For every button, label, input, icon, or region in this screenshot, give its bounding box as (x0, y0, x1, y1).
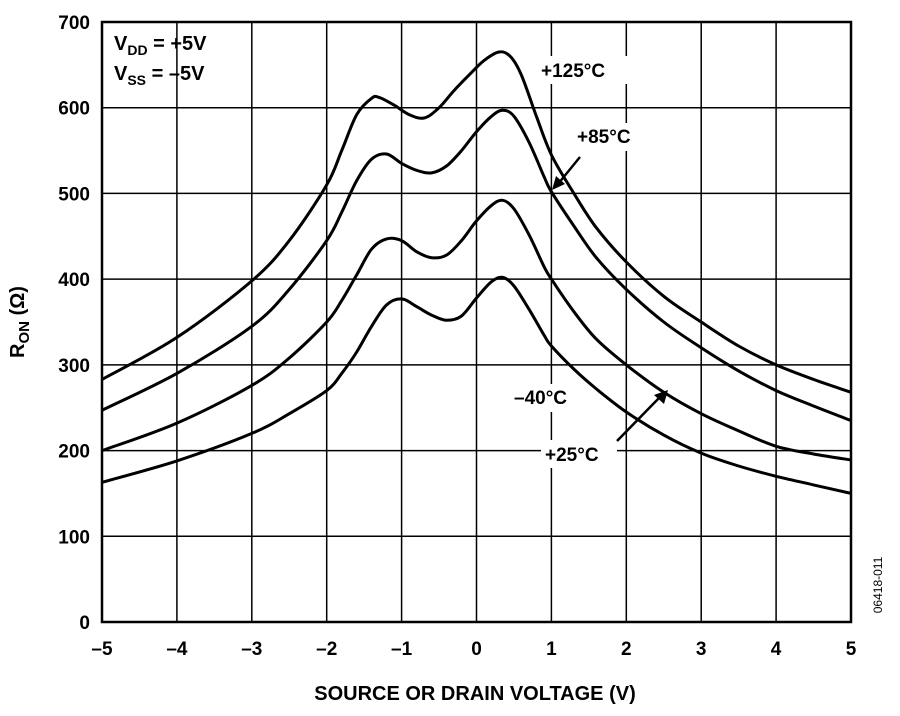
condition-vdd: VDD = +5V (114, 33, 207, 58)
grid (100, 20, 853, 624)
y-tick-label: 0 (79, 613, 90, 634)
y-tick-label: 400 (58, 270, 90, 291)
series-line-1 (101, 108, 852, 422)
y-tick-label: 500 (58, 184, 90, 205)
series-line-0 (101, 50, 852, 394)
x-tick-label: –4 (166, 639, 188, 660)
y-tick-label: 300 (58, 356, 90, 377)
series-line-3 (101, 275, 852, 495)
arrow-85c-line (557, 156, 581, 185)
x-tick-label: 3 (696, 639, 707, 660)
figure-code: 06418-011 (871, 556, 885, 613)
conditions: VDD = +5V VSS = –5V (114, 33, 207, 88)
y-tick-label: 200 (58, 442, 90, 463)
x-tick-label: –2 (316, 639, 337, 660)
x-tick-label: –3 (241, 639, 262, 660)
label-minus40c: –40°C (514, 388, 567, 409)
label-bg-m40 (512, 384, 582, 412)
label-bg-25 (541, 440, 617, 468)
arrow-85c-head (552, 176, 565, 190)
y-axis-title: RON (Ω) (7, 286, 33, 358)
tick-labels: –5 –4 –3 –2 –1 0 1 2 3 4 5 0 100 200 300 400 500 600 700 (58, 13, 856, 660)
condition-vss: VSS = –5V (114, 63, 205, 88)
label-125c: +125°C (541, 61, 605, 82)
x-tick-label: –5 (91, 639, 113, 660)
x-tick-label: 1 (546, 639, 557, 660)
annotations: +125°C +85°C –40°C +25°C (512, 56, 668, 468)
y-tick-label: 100 (58, 527, 90, 548)
x-tick-label: 5 (846, 639, 857, 660)
x-tick-label: 4 (771, 639, 782, 660)
x-tick-label: –1 (391, 639, 413, 660)
y-tick-label: 600 (58, 99, 90, 120)
x-tick-label: 0 (471, 639, 482, 660)
label-25c: +25°C (545, 445, 599, 466)
y-tick-label: 700 (58, 13, 90, 34)
label-bg-125 (539, 56, 629, 84)
x-tick-label: 2 (621, 639, 632, 660)
x-axis-title: SOURCE OR DRAIN VOLTAGE (V) (314, 683, 635, 705)
label-bg-85 (576, 123, 650, 151)
label-85c: +85°C (577, 127, 631, 148)
arrow-25c-head (654, 390, 668, 404)
arrow-25c-line (616, 396, 661, 442)
plot-frame (100, 20, 853, 624)
